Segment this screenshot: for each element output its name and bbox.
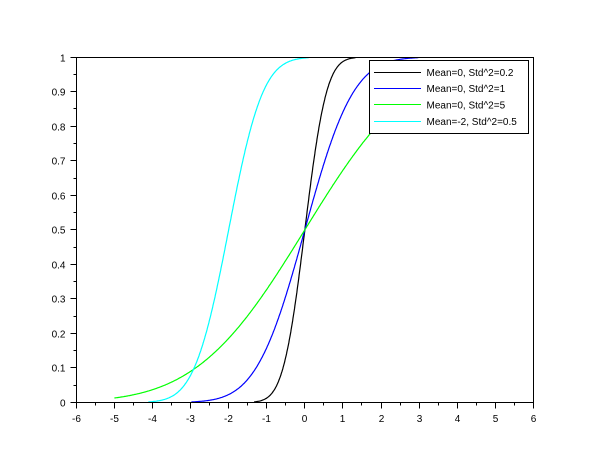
svg-text:0.2: 0.2 — [52, 330, 66, 341]
svg-text:Mean=0, Std^2=1: Mean=0, Std^2=1 — [427, 84, 506, 95]
svg-text:3: 3 — [417, 414, 423, 425]
svg-text:1: 1 — [60, 54, 66, 65]
svg-text:0: 0 — [302, 414, 308, 425]
svg-text:-2: -2 — [224, 414, 233, 425]
svg-text:4: 4 — [455, 414, 461, 425]
svg-text:5: 5 — [493, 414, 499, 425]
svg-text:0: 0 — [60, 399, 66, 410]
svg-text:-6: -6 — [72, 414, 81, 425]
svg-text:6: 6 — [531, 414, 537, 425]
svg-text:0.5: 0.5 — [52, 226, 66, 237]
svg-text:Mean=0, Std^2=0.2: Mean=0, Std^2=0.2 — [427, 68, 514, 79]
svg-text:0.9: 0.9 — [52, 88, 66, 99]
svg-text:-3: -3 — [186, 414, 195, 425]
svg-text:Mean=-2, Std^2=0.5: Mean=-2, Std^2=0.5 — [427, 117, 518, 128]
svg-text:0.8: 0.8 — [52, 123, 66, 134]
svg-text:-4: -4 — [148, 414, 157, 425]
svg-text:-1: -1 — [262, 414, 271, 425]
svg-text:0.1: 0.1 — [52, 364, 66, 375]
svg-text:0.6: 0.6 — [52, 192, 66, 203]
svg-text:-5: -5 — [110, 414, 119, 425]
svg-text:1: 1 — [340, 414, 346, 425]
svg-text:0.4: 0.4 — [52, 261, 66, 272]
svg-text:Mean=0, Std^2=5: Mean=0, Std^2=5 — [427, 101, 506, 112]
svg-text:2: 2 — [379, 414, 385, 425]
svg-text:0.3: 0.3 — [52, 295, 66, 306]
svg-text:0.7: 0.7 — [52, 157, 66, 168]
